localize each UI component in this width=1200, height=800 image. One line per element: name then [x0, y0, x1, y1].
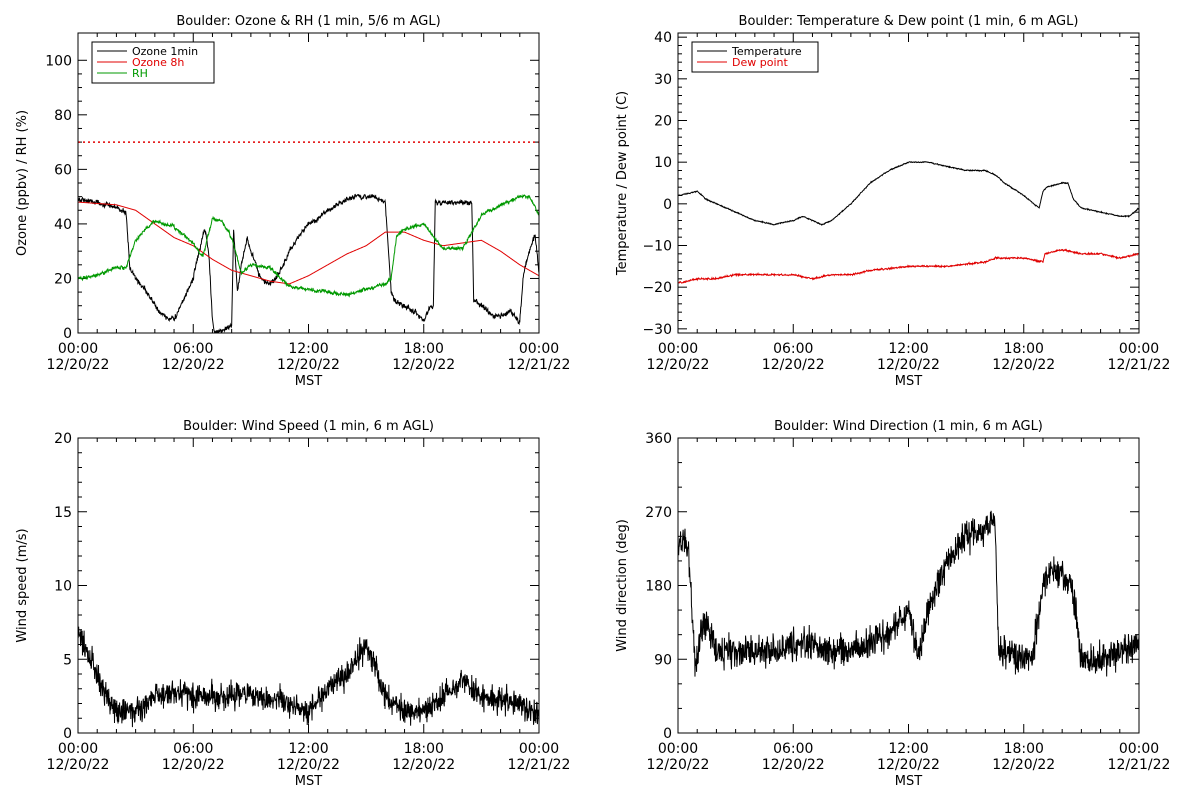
- x-tick-date: 12/20/22: [992, 357, 1055, 373]
- y-tick-label: 0: [663, 726, 672, 742]
- y-tick-label: −10: [642, 239, 672, 255]
- x-tick-time: 00:00: [519, 341, 559, 357]
- ozone-rh-plot-frame: [77, 32, 540, 334]
- wind-speed-ylabel: Wind speed (m/s): [15, 528, 30, 642]
- wind-direction-chart: Boulder: Wind Direction (1 min, 6 m AGL)…: [615, 419, 1170, 789]
- x-tick-time: 12:00: [888, 341, 928, 357]
- x-tick-time: 00:00: [658, 741, 698, 757]
- y-tick-label: 0: [63, 726, 72, 742]
- ozone-rh-ylabel: Ozone (ppbv) / RH (%): [15, 110, 30, 256]
- x-tick-date: 12/20/22: [392, 357, 455, 373]
- x-tick-date: 12/21/22: [508, 357, 571, 373]
- x-tick-time: 06:00: [173, 341, 213, 357]
- x-tick-date: 12/20/22: [162, 757, 225, 773]
- wind-speed-chart: Boulder: Wind Speed (1 min, 6 m AGL) Wind…: [15, 419, 570, 789]
- y-tick-label: −30: [642, 322, 672, 338]
- x-tick-time: 12:00: [888, 741, 928, 757]
- temperature-dewpoint-xlabel: MST: [895, 374, 922, 389]
- x-tick-date: 12/21/22: [508, 757, 571, 773]
- x-tick-time: 06:00: [173, 741, 213, 757]
- ozone-rh-chart: Boulder: Ozone & RH (1 min, 5/6 m AGL) Oz…: [15, 14, 570, 389]
- x-tick-time: 06:00: [773, 341, 813, 357]
- y-tick-label: 180: [645, 579, 672, 595]
- y-tick-label: 40: [54, 217, 72, 233]
- x-tick-date: 12/20/22: [47, 757, 110, 773]
- y-tick-label: 15: [54, 505, 72, 521]
- x-tick-date: 12/20/22: [877, 757, 940, 773]
- legend-label: Dew point: [732, 56, 788, 69]
- x-tick-time: 00:00: [658, 341, 698, 357]
- wind-direction-xlabel: MST: [895, 774, 922, 789]
- x-tick-time: 12:00: [288, 341, 328, 357]
- x-tick-date: 12/20/22: [877, 357, 940, 373]
- y-tick-label: 80: [54, 108, 72, 124]
- y-tick-label: 5: [63, 652, 72, 668]
- y-tick-label: 0: [663, 197, 672, 213]
- y-tick-label: 100: [45, 53, 72, 69]
- ozone-rh-xlabel: MST: [295, 374, 322, 389]
- x-tick-time: 00:00: [1119, 341, 1159, 357]
- x-tick-time: 00:00: [519, 741, 559, 757]
- x-tick-time: 12:00: [288, 741, 328, 757]
- temperature-dewpoint-chart: Boulder: Temperature & Dew point (1 min,…: [615, 14, 1170, 389]
- ozone-rh-title: Boulder: Ozone & RH (1 min, 5/6 m AGL): [176, 14, 440, 29]
- x-tick-date: 12/20/22: [992, 757, 1055, 773]
- x-tick-date: 12/20/22: [162, 357, 225, 373]
- legend-label: Ozone 8h: [132, 56, 184, 69]
- legend-box: [691, 41, 819, 73]
- y-tick-label: 30: [654, 72, 672, 88]
- x-tick-date: 12/20/22: [277, 757, 340, 773]
- y-tick-label: 10: [654, 155, 672, 171]
- series-line-0: [678, 510, 1139, 677]
- series-line-0: [678, 160, 1139, 226]
- x-tick-time: 18:00: [404, 341, 444, 357]
- series-line-0: [78, 626, 539, 728]
- y-tick-label: 20: [654, 114, 672, 130]
- x-tick-time: 18:00: [1004, 341, 1044, 357]
- series-line-2: [78, 193, 539, 298]
- x-tick-time: 00:00: [1119, 741, 1159, 757]
- y-tick-label: 40: [654, 30, 672, 46]
- series-line-0: [78, 193, 539, 333]
- y-tick-label: 270: [645, 505, 672, 521]
- wind-direction-title: Boulder: Wind Direction (1 min, 6 m AGL): [774, 419, 1043, 434]
- x-tick-date: 12/20/22: [277, 357, 340, 373]
- wind-speed-xlabel: MST: [295, 774, 322, 789]
- x-tick-date: 12/21/22: [1108, 757, 1171, 773]
- wind-speed-title: Boulder: Wind Speed (1 min, 6 m AGL): [183, 419, 434, 434]
- y-tick-label: 10: [54, 579, 72, 595]
- temperature-dewpoint-ylabel: Temperature / Dew point (C): [615, 91, 630, 276]
- legend-label: RH: [132, 67, 148, 80]
- x-tick-time: 18:00: [1004, 741, 1044, 757]
- legend-label: Ozone 1min: [132, 45, 198, 58]
- x-tick-date: 12/21/22: [1108, 357, 1171, 373]
- x-tick-date: 12/20/22: [647, 357, 710, 373]
- wind-direction-plot-frame: [677, 437, 1140, 734]
- wind-direction-ylabel: Wind direction (deg): [615, 519, 630, 652]
- y-tick-label: −20: [642, 280, 672, 296]
- x-tick-time: 06:00: [773, 741, 813, 757]
- x-tick-date: 12/20/22: [647, 757, 710, 773]
- y-tick-label: 0: [63, 326, 72, 342]
- y-tick-label: 20: [54, 431, 72, 447]
- y-tick-label: 90: [654, 652, 672, 668]
- wind-speed-plot-frame: [77, 437, 540, 734]
- x-tick-time: 00:00: [58, 341, 98, 357]
- temperature-dewpoint-plot-frame: [677, 32, 1140, 334]
- y-tick-label: 360: [645, 431, 672, 447]
- y-tick-label: 20: [54, 271, 72, 287]
- y-tick-label: 60: [54, 162, 72, 178]
- x-tick-date: 12/20/22: [47, 357, 110, 373]
- legend-label: Temperature: [731, 45, 802, 58]
- temperature-dewpoint-title: Boulder: Temperature & Dew point (1 min,…: [739, 14, 1079, 29]
- series-line-1: [678, 248, 1139, 284]
- x-tick-date: 12/20/22: [392, 757, 455, 773]
- series-line-1: [78, 201, 539, 285]
- x-tick-date: 12/20/22: [762, 757, 825, 773]
- x-tick-time: 00:00: [58, 741, 98, 757]
- x-tick-date: 12/20/22: [762, 357, 825, 373]
- x-tick-time: 18:00: [404, 741, 444, 757]
